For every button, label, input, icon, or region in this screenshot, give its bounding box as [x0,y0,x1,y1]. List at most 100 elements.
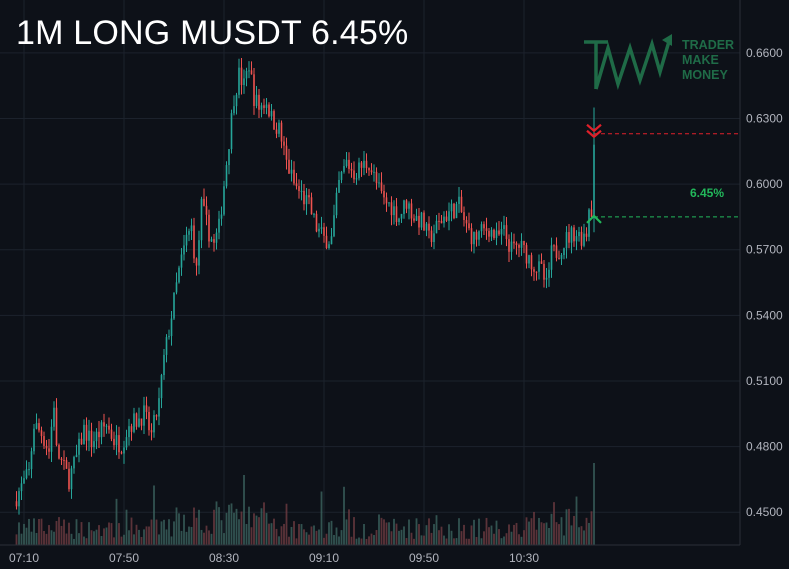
volume-bar [245,523,248,545]
candle-body [128,426,130,438]
volume-bar [433,524,435,545]
candle-body [180,254,183,268]
candle-body [145,405,148,412]
volume-bar [385,522,388,545]
volume-bar [75,519,78,545]
volume-bar [545,522,548,545]
candle-body [235,94,238,107]
volume-bar [408,519,410,545]
volume-bar [328,522,330,545]
candle-body [343,166,345,172]
volume-bar [430,532,433,545]
candle-body [268,104,270,117]
candle-body [135,413,138,427]
candle-body [395,206,398,222]
volume-bar [223,533,225,545]
volume-bar [390,531,393,545]
volume-bar [213,509,215,545]
price-tick-label: 0.4500 [746,505,783,519]
candle-body [250,70,253,75]
volume-bar [440,526,443,545]
candle-body [535,271,538,273]
volume-bar [423,535,425,545]
candle-body [143,405,145,426]
volume-bar [153,485,155,545]
candle-body [78,438,80,455]
volume-bar [498,529,500,545]
volume-bar [470,525,473,545]
volume-bar [43,530,45,545]
candle-body [183,245,185,255]
volume-bar [288,536,290,545]
volume-bar [453,538,455,545]
volume-bar [510,531,513,545]
candle-body [118,435,120,453]
volume-bar [158,534,160,545]
candle-body [520,240,523,248]
volume-bar [190,526,193,545]
volume-bar [285,503,288,545]
volume-bar [530,518,533,545]
volume-bar [35,532,38,545]
volume-bar [123,534,125,545]
volume-bar [235,508,238,545]
candle-body [18,491,20,507]
candle-body [40,430,43,437]
volume-bar [360,538,363,545]
candle-body [218,218,220,233]
volume-bar [305,532,308,545]
volume-bar [398,530,400,545]
candle-body [485,228,488,231]
volume-bar [78,533,80,545]
candle-body [265,104,268,108]
candle-body [290,169,293,174]
candle-body [513,241,515,244]
volume-bar [100,536,103,545]
volume-bar [563,535,565,545]
candle-body [338,179,340,193]
candle-body [170,318,173,337]
candle-body [383,191,385,198]
candle-body [545,277,548,280]
candle-body [475,231,478,240]
gain-percentage-label: 6.45% [690,186,725,200]
volume-bar [345,519,348,545]
volume-bar [65,533,68,545]
candle-body [445,216,448,221]
volume-bar [393,518,395,545]
candle-body [453,203,455,219]
candle-body [403,200,405,214]
time-tick-label: 10:30 [509,551,539,565]
candle-body [225,165,228,187]
candle-body [103,422,105,427]
candle-body [428,223,430,231]
candle-body [335,192,338,216]
volume-bar [273,518,275,545]
volume-bar [480,538,483,545]
volume-bar [403,526,405,545]
price-tick-label: 0.5700 [746,243,783,257]
volume-bar [523,530,525,545]
candle-body [205,205,208,215]
page-title: 1M LONG MUSDT 6.45% [16,14,409,52]
volume-bar [143,529,145,545]
candle-body [550,245,553,270]
candle-body [548,269,550,278]
volume-bar [228,504,230,545]
candle-body [210,239,213,242]
tmm-logo-icon [584,34,672,90]
candle-body [223,186,225,215]
candle-body [213,239,215,243]
candle-body [348,159,350,169]
candle-body [200,198,203,241]
sell-arrow-icon [586,123,602,139]
volume-bar [193,507,195,545]
volume-bar [295,538,298,545]
candle-body [23,478,25,484]
candle-body [578,231,580,237]
candle-body [420,212,423,228]
candle-body [110,429,113,439]
volume-bar [110,523,113,545]
volume-bar [373,535,375,545]
candle-body [565,232,568,249]
